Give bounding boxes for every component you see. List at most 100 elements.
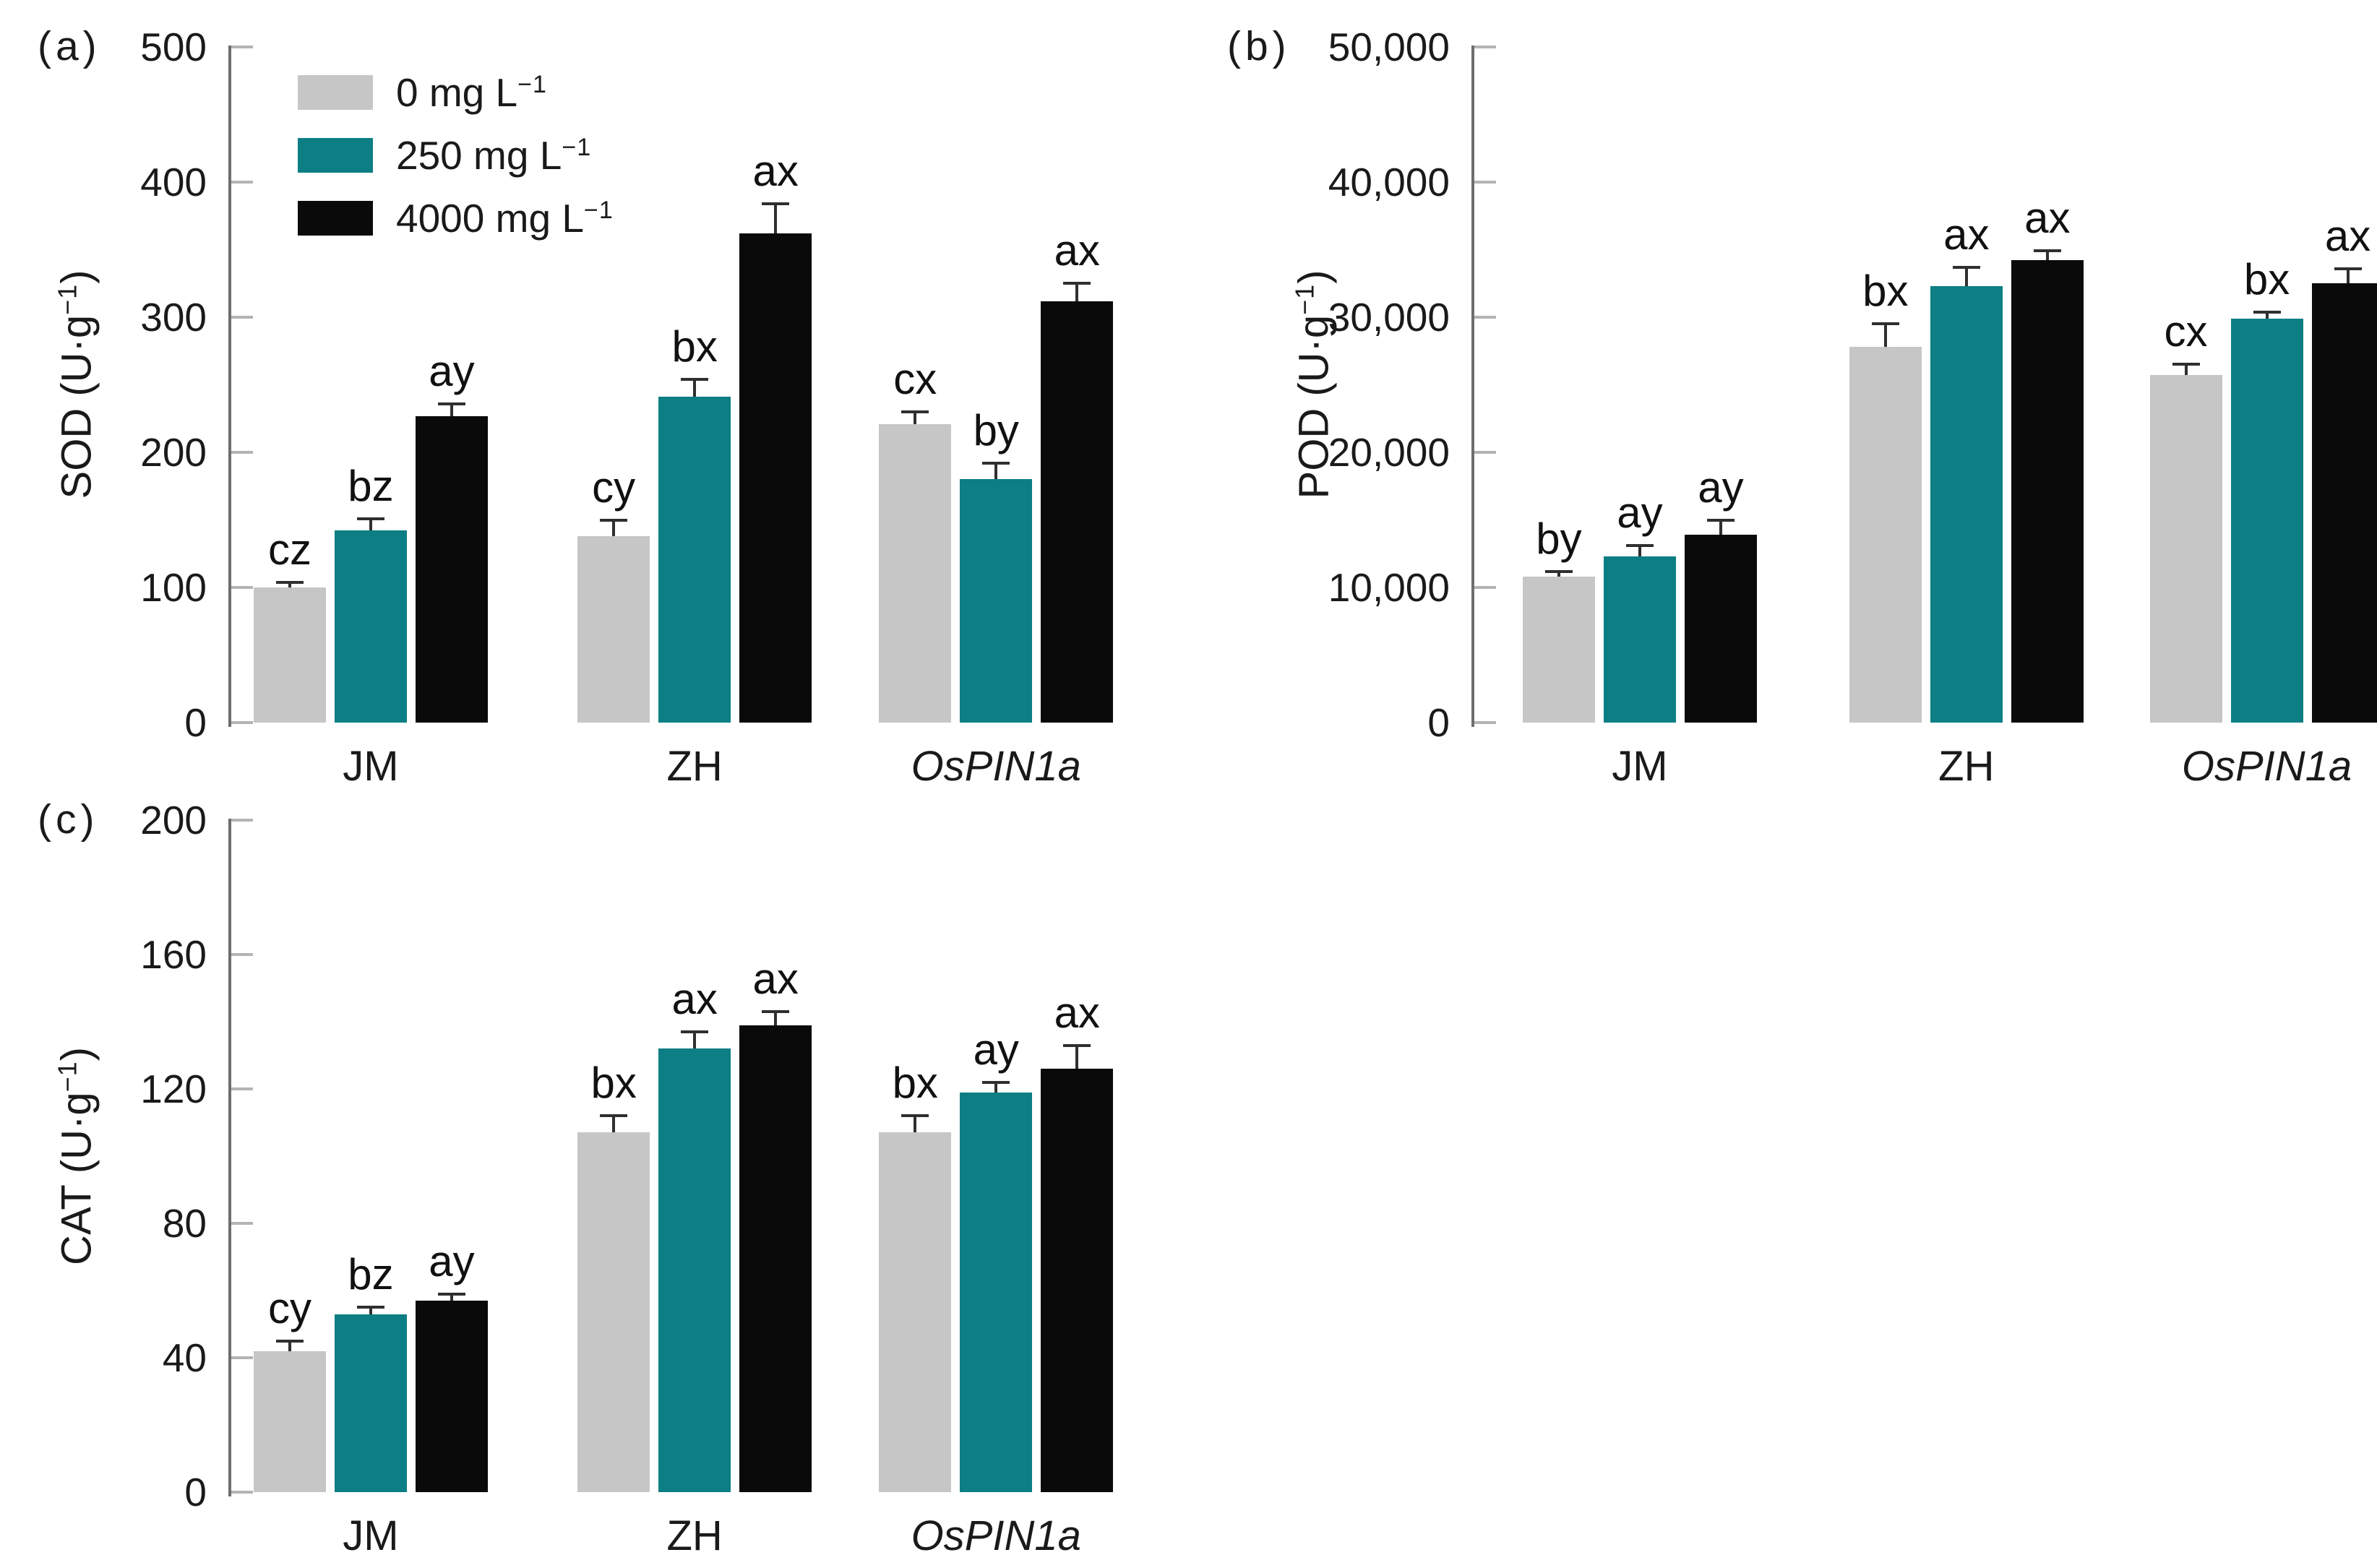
bar-OsPIN1a-series0 bbox=[879, 1132, 952, 1492]
bar-OsPIN1a-series1 bbox=[2230, 318, 2303, 723]
category-label-OsPIN1a: OsPIN1a bbox=[911, 1512, 1081, 1559]
legend-swatch-250mg bbox=[298, 138, 373, 173]
error-bar-cap bbox=[437, 402, 465, 405]
bar-JM-series0 bbox=[1522, 577, 1595, 723]
y-tick bbox=[231, 181, 253, 184]
category-label-ZH: ZH bbox=[666, 743, 723, 790]
y-tick bbox=[1474, 181, 1496, 184]
y-tick bbox=[231, 586, 253, 589]
y-tick bbox=[231, 451, 253, 454]
error-bar-line bbox=[2184, 364, 2188, 376]
y-axis-line bbox=[1471, 46, 1474, 727]
error-bar-cap bbox=[901, 410, 929, 413]
sig-letter: ax bbox=[2324, 211, 2371, 260]
bar-JM-series1 bbox=[334, 530, 407, 723]
y-tick-label: 80 bbox=[162, 1201, 207, 1246]
y-tick bbox=[1474, 46, 1496, 48]
error-bar-line bbox=[774, 1012, 778, 1025]
sig-letter: ay bbox=[429, 346, 475, 395]
error-bar-line bbox=[1557, 571, 1560, 577]
error-bar-cap bbox=[901, 1114, 929, 1118]
superscript-minus-one: −1 bbox=[562, 134, 592, 162]
error-bar-line bbox=[914, 1116, 917, 1133]
y-tick-label: 120 bbox=[140, 1067, 207, 1111]
legend-item-4000mg: 4000 mg L−1 bbox=[298, 196, 614, 241]
error-bar-cap bbox=[2172, 363, 2200, 366]
error-bar-line bbox=[450, 403, 453, 416]
sig-letter: ay bbox=[1698, 462, 1744, 512]
sig-letter: cy bbox=[592, 462, 636, 512]
bar-ZH-series1 bbox=[658, 397, 731, 723]
sig-letter: bz bbox=[348, 1250, 394, 1299]
category-label-OsPIN1a: OsPIN1a bbox=[2181, 743, 2352, 790]
superscript-minus-one: −1 bbox=[583, 197, 614, 225]
sig-letter: by bbox=[973, 405, 1019, 455]
bar-JM-series2 bbox=[415, 415, 488, 723]
sig-letter: cx bbox=[2164, 307, 2208, 356]
sig-letter: cx bbox=[893, 354, 937, 403]
legend-label-0mg: 0 mg L−1 bbox=[396, 70, 548, 115]
sig-letter: bx bbox=[671, 322, 718, 371]
y-tick-label: 160 bbox=[140, 932, 207, 977]
error-bar-cap bbox=[2033, 249, 2061, 253]
error-bar-line bbox=[612, 520, 616, 536]
bar-JM-series1 bbox=[334, 1314, 407, 1492]
error-bar-line bbox=[612, 1116, 616, 1133]
bar-OsPIN1a-series1 bbox=[960, 479, 1033, 723]
legend-label-250mg: 250 mg L−1 bbox=[396, 133, 592, 178]
error-bar-line bbox=[369, 1307, 372, 1314]
sig-letter: by bbox=[1536, 514, 1582, 563]
sig-letter: bx bbox=[2243, 254, 2290, 303]
error-bar-cap bbox=[762, 202, 790, 205]
sig-letter: ax bbox=[1054, 226, 1100, 275]
y-tick bbox=[231, 1491, 253, 1494]
error-bar-cap bbox=[600, 518, 628, 522]
error-bar-line bbox=[288, 1340, 291, 1351]
y-tick-label: 400 bbox=[140, 160, 207, 204]
bar-JM-series0 bbox=[253, 587, 326, 723]
error-bar-line bbox=[693, 379, 697, 397]
y-tick bbox=[1474, 451, 1496, 454]
error-bar-line bbox=[2265, 311, 2269, 319]
error-bar-cap bbox=[1871, 322, 1899, 326]
bar-ZH-series1 bbox=[1930, 285, 2003, 723]
error-bar-line bbox=[693, 1031, 697, 1049]
y-tick bbox=[231, 46, 253, 48]
error-bar-line bbox=[994, 462, 998, 480]
y-tick bbox=[231, 721, 253, 724]
bar-OsPIN1a-series2 bbox=[2311, 283, 2377, 723]
error-bar-cap bbox=[2334, 267, 2362, 270]
error-bar-cap bbox=[1706, 518, 1735, 522]
sig-letter: ax bbox=[671, 974, 718, 1023]
y-tick-label: 0 bbox=[184, 700, 207, 745]
error-bar-line bbox=[914, 411, 917, 424]
bar-JM-series2 bbox=[415, 1300, 488, 1492]
error-bar-line bbox=[994, 1082, 998, 1093]
sig-letter: cy bbox=[267, 1283, 311, 1332]
y-tick-label: 40,000 bbox=[1328, 160, 1450, 204]
error-bar-cap bbox=[1625, 544, 1654, 548]
category-label-ZH: ZH bbox=[666, 1512, 723, 1559]
y-axis-line bbox=[228, 819, 231, 1496]
error-bar-line bbox=[2045, 251, 2049, 261]
y-tick-label: 20,000 bbox=[1328, 430, 1450, 475]
y-tick-label: 300 bbox=[140, 295, 207, 340]
legend-item-0mg: 0 mg L−1 bbox=[298, 70, 614, 115]
error-bar-line bbox=[2346, 268, 2350, 284]
y-tick bbox=[231, 1087, 253, 1090]
y-tick-label: 500 bbox=[140, 25, 207, 69]
bar-ZH-series0 bbox=[577, 1132, 650, 1492]
sig-letter: ax bbox=[752, 955, 799, 1004]
category-label-JM: JM bbox=[1612, 743, 1668, 790]
y-tick bbox=[231, 1222, 253, 1225]
sig-letter: ax bbox=[2024, 194, 2071, 243]
error-bar-cap bbox=[982, 461, 1010, 465]
error-bar-cap bbox=[275, 1339, 304, 1343]
error-bar-cap bbox=[2253, 310, 2281, 314]
error-bar-cap bbox=[1063, 1043, 1091, 1047]
legend-swatch-0mg bbox=[298, 75, 373, 110]
y-tick-label: 200 bbox=[140, 798, 207, 843]
sig-letter: bz bbox=[348, 461, 394, 510]
error-bar-cap bbox=[600, 1114, 628, 1118]
